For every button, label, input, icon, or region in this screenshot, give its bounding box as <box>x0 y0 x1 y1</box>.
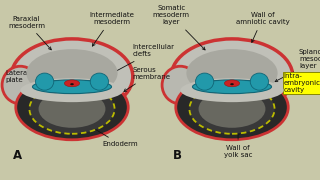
Ellipse shape <box>78 81 99 93</box>
Ellipse shape <box>27 49 118 97</box>
Ellipse shape <box>236 87 258 94</box>
Text: Wall of
yolk sac: Wall of yolk sac <box>224 132 252 158</box>
Ellipse shape <box>198 90 266 128</box>
Ellipse shape <box>11 39 133 114</box>
Ellipse shape <box>90 73 108 90</box>
Ellipse shape <box>171 39 293 114</box>
Ellipse shape <box>224 80 240 87</box>
Text: B: B <box>173 148 182 162</box>
Ellipse shape <box>45 81 66 93</box>
Ellipse shape <box>250 73 268 90</box>
Ellipse shape <box>193 80 271 94</box>
Ellipse shape <box>36 73 54 90</box>
Ellipse shape <box>205 81 226 93</box>
Text: Wall of
amniotic cavity: Wall of amniotic cavity <box>236 12 289 42</box>
Text: Lateral
plate: Lateral plate <box>5 70 29 83</box>
Text: Intra-
embryonic
cavity: Intra- embryonic cavity <box>266 73 320 93</box>
Ellipse shape <box>162 66 198 104</box>
Ellipse shape <box>16 75 128 140</box>
Ellipse shape <box>196 73 214 90</box>
Text: Endoderm: Endoderm <box>90 126 138 147</box>
Ellipse shape <box>70 83 74 85</box>
Ellipse shape <box>29 84 115 134</box>
Ellipse shape <box>180 78 284 102</box>
Ellipse shape <box>186 49 278 97</box>
Ellipse shape <box>2 66 39 104</box>
Ellipse shape <box>238 81 260 93</box>
Text: Splanchnic
mesoderm
layer: Splanchnic mesoderm layer <box>275 49 320 82</box>
Text: A: A <box>13 148 22 162</box>
Ellipse shape <box>64 80 80 87</box>
Text: Intercellular
clefts: Intercellular clefts <box>97 44 175 82</box>
Text: Serous
membrane: Serous membrane <box>124 67 171 92</box>
Text: Paraxial
mesoderm: Paraxial mesoderm <box>8 16 51 50</box>
Ellipse shape <box>20 78 124 102</box>
Text: Intermediate
mesoderm: Intermediate mesoderm <box>89 12 134 46</box>
Text: Somatic
mesoderm
layer: Somatic mesoderm layer <box>153 5 205 50</box>
Ellipse shape <box>33 80 112 94</box>
Ellipse shape <box>230 83 234 85</box>
Ellipse shape <box>176 75 288 140</box>
Ellipse shape <box>39 90 106 128</box>
Ellipse shape <box>189 84 275 134</box>
